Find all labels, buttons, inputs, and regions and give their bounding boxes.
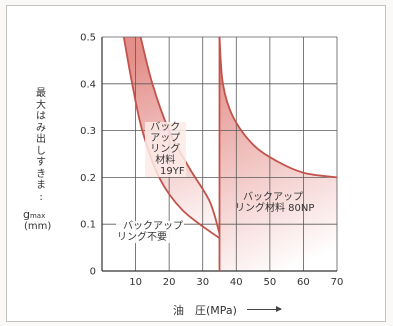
x-tick-label: 70 [331, 277, 344, 288]
y-axis-label-char: 大 [36, 99, 46, 111]
region-label-none-needed: バックアップ リング不要 [116, 221, 184, 243]
y-axis-label-char: す [36, 157, 46, 168]
y-tick-label: 0.3 [80, 126, 96, 137]
y-tick-label: 0.5 [80, 33, 96, 44]
y-axis-label-char: し [36, 145, 46, 157]
y-axis-unit: (mm) [24, 221, 52, 232]
y-axis-label: 最大はみ出しすきま: [35, 88, 47, 203]
y-tick-label: 0.4 [80, 79, 96, 90]
y-axis-label-char: き [36, 168, 46, 180]
y-tick-label: 0 [90, 267, 96, 278]
x-tick-label: 60 [297, 277, 310, 288]
region-80np-fill [219, 37, 337, 271]
y-tick-label: 0.1 [80, 220, 96, 231]
y-axis-symbol: gmax [23, 208, 46, 221]
region-label-80np: バックアップ リング材料 80NP [235, 192, 315, 214]
region-label-19yf: バック アップ リング 材料 19YF [145, 122, 186, 177]
x-tick-label: 40 [230, 277, 243, 288]
x-tick-label: 20 [163, 277, 176, 288]
y-axis-label-char: 出 [36, 134, 46, 145]
figure-frame: 10 20 30 40 50 60 70 0 0.1 0.2 0.3 0.4 0.5 最大はみ出しすきま… [6, 5, 386, 322]
y-axis-label-char: み [36, 122, 46, 134]
y-axis-label-char: ま [36, 180, 46, 191]
y-axis-label-char: : [39, 191, 43, 203]
y-axis-label-char: 最 [36, 88, 46, 99]
pressure-gap-chart: 10 20 30 40 50 60 70 0 0.1 0.2 0.3 0.4 0.5 [80, 33, 344, 289]
series-line-3 [218, 36, 338, 179]
x-tick-label: 50 [263, 277, 276, 288]
x-tick-label: 30 [196, 277, 209, 288]
x-axis-label: 油 圧(MPa) [173, 304, 237, 317]
x-axis-arrow-icon [247, 306, 282, 312]
y-axis-label-char: は [36, 111, 46, 122]
y-tick-label: 0.2 [80, 173, 96, 184]
x-tick-label: 10 [129, 277, 142, 288]
